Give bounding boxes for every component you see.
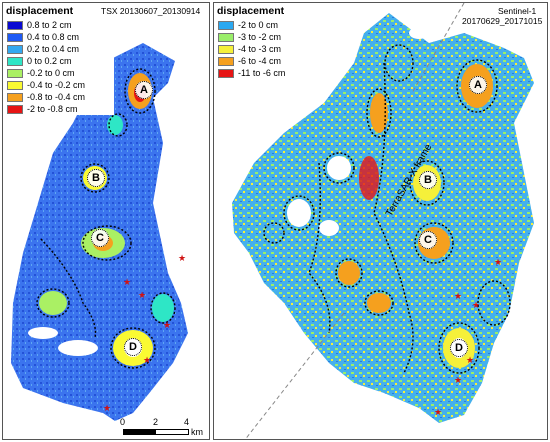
scale-tick-4: 4 [184, 417, 190, 427]
right-legend-swatch [218, 44, 234, 54]
left-legend-swatch [7, 68, 23, 78]
left-legend-row: 0 to 0.2 cm [4, 55, 114, 67]
svg-text:★: ★ [472, 300, 480, 310]
left-legend-row: -0.4 to -0.2 cm [4, 79, 114, 91]
right-site-label-c: C [419, 231, 437, 249]
left-site-label-d: D [124, 338, 142, 356]
right-header-line2: 20170629_20171015 [462, 16, 543, 26]
left-legend-title: displacement [6, 5, 74, 17]
scale-tick-0: 0 [120, 417, 126, 427]
svg-text:★: ★ [494, 257, 502, 267]
left-legend-label: 0.8 to 2 cm [27, 20, 72, 30]
left-site-label-a: A [135, 81, 153, 99]
right-legend: displacement -2 to 0 cm -3 to -2 cm -4 to … [215, 4, 307, 79]
right-site-label-b: B [419, 171, 437, 189]
right-legend-swatch [218, 20, 234, 30]
svg-text:★: ★ [138, 290, 146, 300]
left-legend-swatch [7, 92, 23, 102]
left-legend-row: 0.4 to 0.8 cm [4, 31, 114, 43]
left-legend-row: -0.8 to -0.4 cm [4, 91, 114, 103]
right-study-area [232, 13, 534, 423]
right-site-label-a: A [469, 76, 487, 94]
left-map-panel: ★ ★ ★ ★ ★ ★ displacement 0.8 to 2 cm 0.4 to … [2, 2, 210, 440]
left-legend-swatch [7, 44, 23, 54]
right-legend-swatch [218, 32, 234, 42]
right-header-line1: Sentinel-1 [498, 6, 537, 16]
right-legend-label: -11 to -6 cm [238, 68, 286, 78]
svg-text:★: ★ [123, 277, 131, 287]
svg-text:★: ★ [103, 403, 111, 413]
right-legend-swatch [218, 68, 234, 78]
svg-text:★: ★ [434, 407, 442, 417]
left-legend-label: -0.2 to 0 cm [27, 68, 75, 78]
right-legend-row: -4 to -3 cm [215, 43, 307, 55]
scale-tick-2: 2 [153, 417, 159, 427]
left-site-label-c: C [91, 229, 109, 247]
left-legend-swatch [7, 104, 23, 114]
svg-text:★: ★ [466, 355, 474, 365]
right-legend-swatch [218, 56, 234, 66]
left-legend-swatch [7, 80, 23, 90]
svg-text:★: ★ [163, 320, 171, 330]
right-legend-label: -2 to 0 cm [238, 20, 279, 30]
right-legend-row: -2 to 0 cm [215, 19, 307, 31]
right-legend-row: -11 to -6 cm [215, 67, 307, 79]
left-legend-row: -0.2 to 0 cm [4, 67, 114, 79]
svg-text:★: ★ [143, 355, 151, 365]
left-legend-label: 0.2 to 0.4 cm [27, 44, 80, 54]
left-legend-label: -0.4 to -0.2 cm [27, 80, 86, 90]
left-header: TSX 20130607_20130914 [101, 6, 201, 16]
svg-text:★: ★ [178, 253, 186, 263]
right-map-panel: ★ ★ ★ ★ ★ ★ displacement -2 to 0 cm -3 to -2… [213, 2, 548, 440]
right-legend-label: -3 to -2 cm [238, 32, 282, 42]
svg-text:★: ★ [454, 375, 462, 385]
left-site-label-b: B [87, 169, 105, 187]
left-legend-label: -0.8 to -0.4 cm [27, 92, 86, 102]
right-legend-row: -6 to -4 cm [215, 55, 307, 67]
right-legend-label: -6 to -4 cm [238, 56, 282, 66]
left-legend-row: -2 to -0.8 cm [4, 103, 114, 115]
left-legend-swatch [7, 56, 23, 66]
left-legend: displacement 0.8 to 2 cm 0.4 to 0.8 cm 0.2… [4, 4, 114, 115]
left-legend-row: 0.8 to 2 cm [4, 19, 114, 31]
left-legend-swatch [7, 20, 23, 30]
right-legend-label: -4 to -3 cm [238, 44, 282, 54]
left-legend-label: 0.4 to 0.8 cm [27, 32, 80, 42]
left-legend-row: 0.2 to 0.4 cm [4, 43, 114, 55]
right-legend-row: -3 to -2 cm [215, 31, 307, 43]
right-legend-items: -2 to 0 cm -3 to -2 cm -4 to -3 cm -6 to -4… [215, 19, 307, 79]
left-legend-label: 0 to 0.2 cm [27, 56, 72, 66]
left-legend-items: 0.8 to 2 cm 0.4 to 0.8 cm 0.2 to 0.4 cm 0 t… [4, 19, 114, 115]
svg-text:★: ★ [454, 291, 462, 301]
right-legend-title: displacement [217, 5, 285, 17]
scale-unit: km [191, 427, 203, 437]
left-legend-swatch [7, 32, 23, 42]
right-site-label-d: D [450, 339, 468, 357]
left-legend-label: -2 to -0.8 cm [27, 104, 78, 114]
